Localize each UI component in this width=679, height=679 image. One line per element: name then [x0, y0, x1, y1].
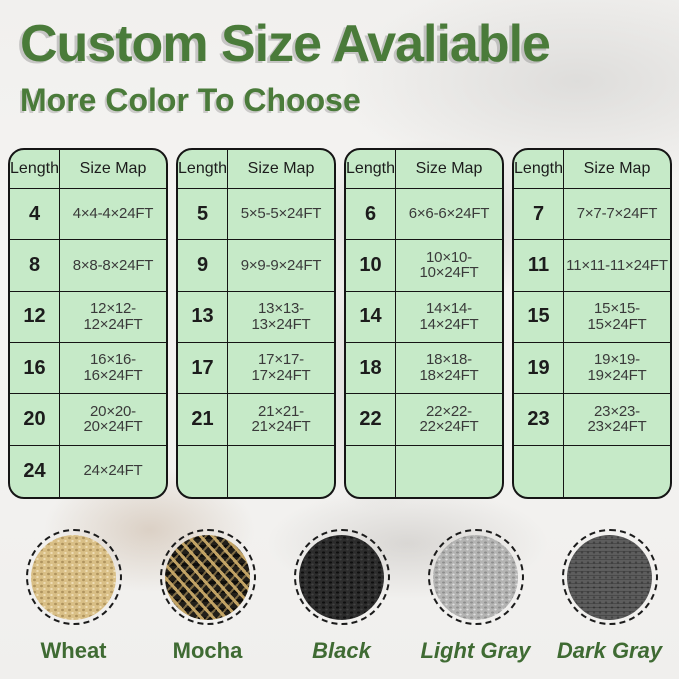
length-value: 7 — [514, 189, 564, 241]
swatch-label-mocha: Mocha — [172, 638, 243, 663]
dashed-circle — [293, 529, 390, 625]
size-map-value: 9×9-9×24FT — [228, 240, 334, 292]
length-value-empty — [178, 445, 228, 497]
color-swatch-wheat: Wheat — [10, 529, 137, 664]
size-map-value-empty — [564, 446, 670, 497]
length-value: 13 — [178, 291, 228, 343]
column-header-size-map: Size Map — [396, 150, 502, 189]
size-map-value: 18×18-18×24FT — [396, 343, 502, 395]
length-value: 20 — [10, 394, 60, 446]
length-value: 22 — [346, 394, 396, 446]
length-value: 9 — [178, 240, 228, 292]
size-table-4: Length Size Map 7 7×7-7×24FT 11 11×11-11… — [512, 148, 672, 499]
size-map-value: 7×7-7×24FT — [564, 189, 670, 241]
length-value: 6 — [346, 189, 396, 241]
size-map-value-empty — [228, 446, 334, 497]
column-header-length: Length — [10, 150, 60, 189]
length-value: 4 — [10, 189, 60, 241]
length-value: 18 — [346, 342, 396, 395]
size-map-value: 13×13-13×24FT — [228, 292, 334, 343]
length-value: 19 — [514, 342, 564, 395]
size-map-value: 11×11-11×24FT — [564, 240, 670, 292]
size-map-value: 15×15-15×24FT — [564, 292, 670, 343]
size-map-value: 4×4-4×24FT — [60, 189, 166, 241]
length-value: 5 — [178, 189, 228, 241]
column-header-size-map: Size Map — [60, 150, 166, 189]
size-tables-row: Length Size Map 4 4×4-4×24FT 8 8×8-8×24F… — [8, 148, 672, 499]
length-value: 11 — [514, 240, 564, 292]
color-swatch-mocha: Mocha — [144, 529, 271, 664]
color-swatches-row: Wheat Mocha Black Light Gray Dark Gray — [0, 529, 679, 664]
length-value: 14 — [346, 291, 396, 343]
size-map-value: 24×24FT — [83, 462, 143, 480]
length-value: 8 — [10, 240, 60, 292]
size-map-value: 10×10-10×24FT — [396, 240, 502, 292]
length-value: 10 — [346, 240, 396, 292]
swatch-label-light-gray: Light Gray — [420, 638, 531, 663]
size-map-value: 22×22-22×24FT — [396, 394, 502, 446]
page-subtitle: More Color To Choose — [20, 82, 361, 118]
length-value: 24 — [10, 445, 60, 497]
size-map-value: 8×8-8×24FT — [60, 240, 166, 292]
size-map-value: 5×5-5×24FT — [228, 189, 334, 241]
size-map-value: 21×21-21×24FT — [228, 394, 334, 446]
size-table-1: Length Size Map 4 4×4-4×24FT 8 8×8-8×24F… — [8, 148, 168, 499]
swatch-label-dark-gray: Dark Gray — [556, 638, 663, 663]
page-title: Custom Size Avaliable — [20, 15, 551, 73]
wheat-fabric-texture — [31, 534, 116, 620]
column-header-length: Length — [178, 150, 228, 189]
length-value: 12 — [10, 291, 60, 343]
length-value: 15 — [514, 291, 564, 343]
light-gray-fabric-texture — [433, 534, 518, 620]
dashed-circle — [159, 529, 256, 625]
size-map-value: 20×20-20×24FT — [60, 394, 166, 446]
column-header-size-map: Size Map — [564, 150, 670, 189]
column-header-length: Length — [346, 150, 396, 189]
size-map-value: 6×6-6×24FT — [396, 189, 502, 241]
color-swatch-black: Black — [278, 529, 405, 664]
length-value-empty — [514, 445, 564, 497]
length-value-empty — [346, 445, 396, 497]
length-value: 16 — [10, 342, 60, 395]
dashed-circle — [427, 529, 524, 625]
length-value: 21 — [178, 394, 228, 446]
size-map-value: 14×14-14×24FT — [396, 292, 502, 343]
length-value: 17 — [178, 342, 228, 395]
size-map-value: 19×19-19×24FT — [564, 343, 670, 395]
dark-gray-fabric-texture — [567, 534, 652, 620]
column-header-size-map: Size Map — [228, 150, 334, 189]
black-fabric-texture — [299, 534, 384, 620]
swatch-label-black: Black — [312, 638, 371, 663]
column-header-length: Length — [514, 150, 564, 189]
size-table-2: Length Size Map 5 5×5-5×24FT 9 9×9-9×24F… — [176, 148, 336, 499]
dashed-circle — [561, 529, 658, 625]
size-map-value: 16×16-16×24FT — [60, 343, 166, 395]
size-map-value: 17×17-17×24FT — [228, 343, 334, 395]
size-map-value: 12×12-12×24FT — [60, 292, 166, 343]
swatch-label-wheat: Wheat — [40, 638, 107, 663]
size-map-value: 23×23-23×24FT — [564, 394, 670, 446]
dashed-circle — [25, 529, 122, 625]
size-table-3: Length Size Map 6 6×6-6×24FT 10 10×10-10… — [344, 148, 504, 499]
color-swatch-dark-gray: Dark Gray — [546, 529, 673, 664]
size-map-value-empty — [396, 446, 502, 497]
mocha-fabric-texture — [165, 534, 250, 620]
length-value: 23 — [514, 394, 564, 446]
color-swatch-light-gray: Light Gray — [412, 529, 539, 664]
